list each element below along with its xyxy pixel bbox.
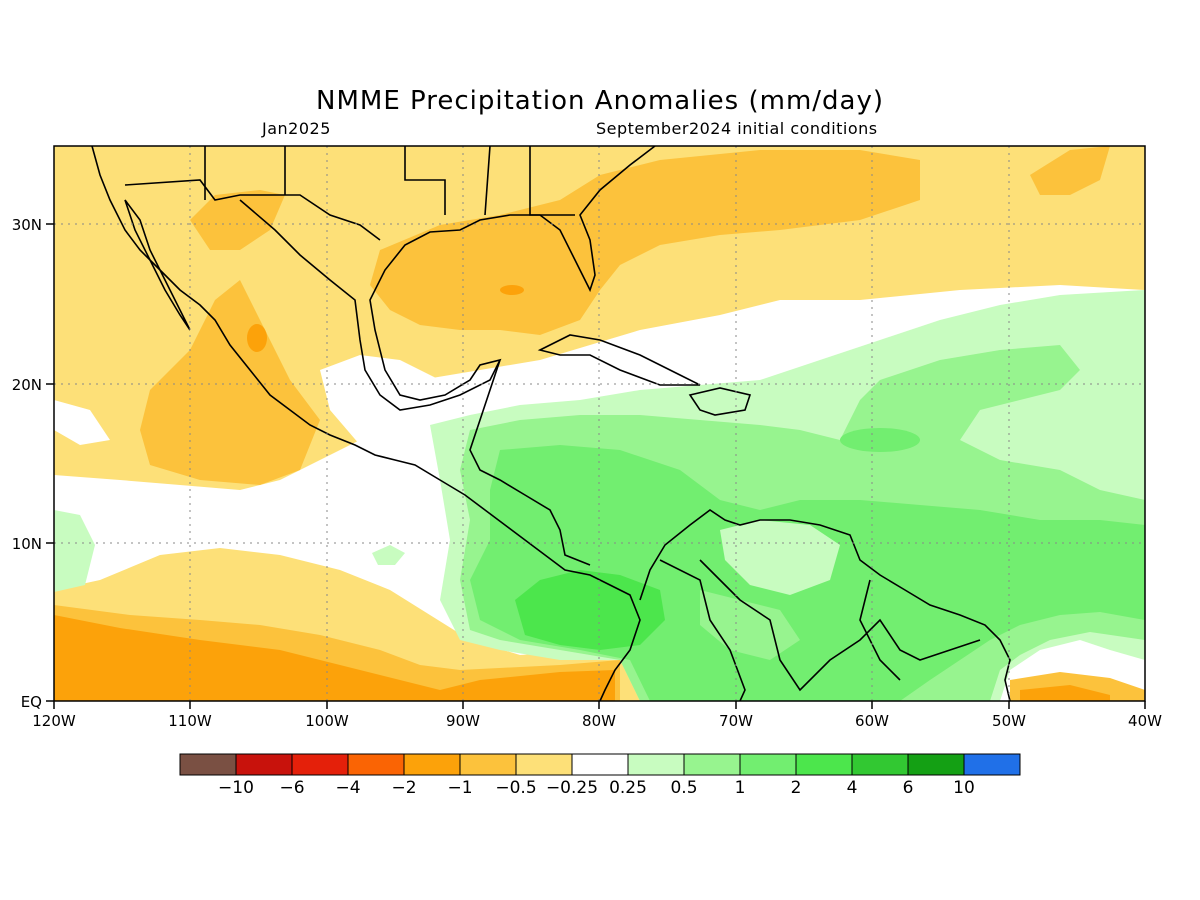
colorbar: −10 −6 −4 −2 −1 −0.5 −0.25 0.25 0.5 1 2 4 6 10 <box>179 753 1021 798</box>
dry-region-baja <box>190 190 285 250</box>
border-us-states <box>204 146 575 216</box>
colorbar-label: 0.25 <box>609 778 647 798</box>
colorbar-label: −10 <box>218 778 254 798</box>
colorbar-swatch <box>907 753 965 776</box>
colorbar-label: 6 <box>903 778 914 798</box>
border-south-america-interior <box>699 559 981 692</box>
colorbar-swatch <box>739 753 797 776</box>
dry-core-mexico <box>247 324 267 352</box>
colorbar-swatch <box>515 753 573 776</box>
dry-core-gulf <box>500 285 524 295</box>
dry-region-pacific-core <box>54 615 615 701</box>
colorbar-label: −6 <box>279 778 304 798</box>
map-title: NMME Precipitation Anomalies (mm/day) <box>316 86 884 116</box>
lon-label-100w: 100W <box>305 712 349 730</box>
coastline-cuba <box>537 334 701 386</box>
lat-label-30n: 30N <box>12 216 42 234</box>
colorbar-label: −0.25 <box>546 778 598 798</box>
colorbar-label: −4 <box>335 778 360 798</box>
colorbar-label: 0.5 <box>670 778 697 798</box>
wet-region-light-pacific-west <box>54 510 95 592</box>
lat-label-20n: 20N <box>12 376 42 394</box>
colorbar-label: 10 <box>953 778 975 798</box>
lon-label-110w: 110W <box>168 712 212 730</box>
initial-conditions-label: September2024 initial conditions <box>596 119 878 138</box>
coastline-pacific-mexico <box>91 146 641 701</box>
lon-label-50w: 50W <box>992 712 1026 730</box>
lat-label-10n: 10N <box>12 535 42 553</box>
lon-label-120w: 120W <box>32 712 76 730</box>
anomaly-field <box>54 146 1145 701</box>
border-guyana <box>859 579 901 681</box>
wet-region-max <box>515 570 665 650</box>
lon-label-60w: 60W <box>855 712 889 730</box>
colorbar-label: −2 <box>391 778 416 798</box>
colorbar-label: −1 <box>447 778 472 798</box>
lon-label-90w: 90W <box>446 712 480 730</box>
colorbar-swatch <box>851 753 909 776</box>
colorbar-label: −0.5 <box>495 778 536 798</box>
gridlines <box>54 146 1145 701</box>
neutral-gap-west <box>54 400 110 445</box>
dry-region-mexico <box>140 280 320 485</box>
colorbar-label: 2 <box>791 778 802 798</box>
dry-region-atlantic-ne <box>1030 146 1110 195</box>
border-colombia <box>659 559 746 701</box>
dry-region-amazon-east-core <box>1020 685 1110 701</box>
colorbar-swatch <box>179 753 237 776</box>
colorbar-swatch <box>347 753 405 776</box>
colorbar-label: 4 <box>847 778 858 798</box>
colorbar-swatch <box>459 753 517 776</box>
wet-region-light-pacific-spot <box>372 545 405 565</box>
coastline-hispaniola <box>688 387 752 416</box>
colorbar-swatch <box>571 753 629 776</box>
colorbar-swatch <box>963 753 1021 776</box>
colorbar-swatch <box>795 753 853 776</box>
colorbar-swatch <box>683 753 741 776</box>
colorbar-swatch <box>627 753 685 776</box>
wet-core-atlantic <box>840 428 920 452</box>
colorbar-swatch <box>403 753 461 776</box>
colorbar-swatch <box>291 753 349 776</box>
lon-label-40w: 40W <box>1128 712 1162 730</box>
coastline-gulf <box>239 146 656 411</box>
wet-region-venezuela-light <box>720 520 840 595</box>
tick-marks <box>46 223 1146 709</box>
coastline-south-america-north <box>639 509 1011 701</box>
target-month-label: Jan2025 <box>262 119 331 138</box>
colorbar-swatch <box>235 753 293 776</box>
lon-label-80w: 80W <box>582 712 616 730</box>
lat-label-eq: EQ <box>21 693 42 711</box>
colorbar-label: 1 <box>735 778 746 798</box>
lon-label-70w: 70W <box>719 712 753 730</box>
coastline-central-america <box>469 359 591 566</box>
